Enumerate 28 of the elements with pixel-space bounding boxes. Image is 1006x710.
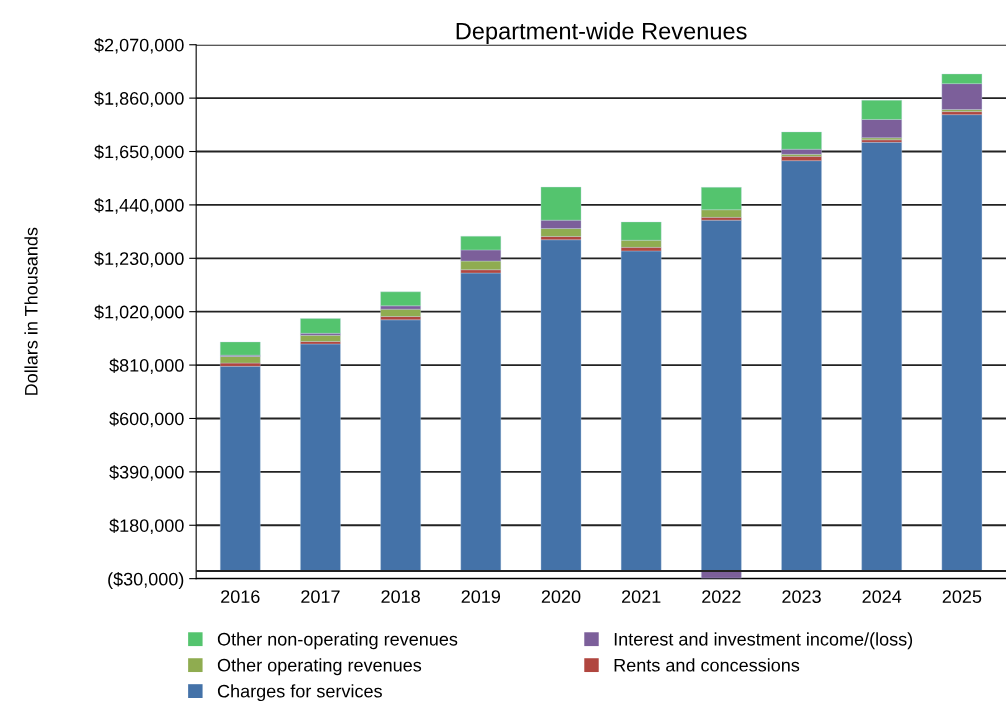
x-tick-label: 2022: [702, 590, 741, 604]
y-tick-label: $1,650,000: [94, 144, 184, 161]
legend-label: Other non-operating revenues: [217, 632, 458, 650]
y-tick-label: $1,020,000: [94, 304, 184, 321]
x-tick-label: 2018: [381, 590, 420, 604]
y-tick-label: $810,000: [109, 358, 184, 374]
x-tick-label: 2024: [862, 590, 902, 604]
chart-title: Department-wide Revenues: [456, 22, 747, 45]
x-tick-label: 2016: [221, 590, 260, 604]
legend-label: Other operating revenues: [217, 658, 422, 676]
y-tick-label: $1,230,000: [94, 251, 184, 268]
legend-label: Rents and concessions: [614, 658, 800, 672]
legend-label: Interest and investment income/(loss): [614, 632, 913, 650]
y-tick-label: $1,860,000: [94, 91, 184, 107]
x-tick-label: 2023: [782, 590, 821, 604]
y-axis-title: Dollars in Thousands: [24, 227, 38, 395]
legend-label: Charges for services: [217, 684, 382, 702]
x-tick-label: 2017: [301, 590, 340, 604]
x-tick-label: 2021: [622, 590, 661, 604]
x-tick-label: 2020: [541, 590, 581, 604]
y-tick-label: $600,000: [109, 411, 184, 428]
y-tick-label: $180,000: [109, 518, 184, 535]
y-tick-label: $390,000: [109, 465, 184, 481]
y-tick-label: $2,070,000: [94, 37, 184, 54]
x-tick-label: 2025: [942, 590, 982, 604]
y-tick-label: $1,440,000: [94, 198, 184, 214]
y-tick-label: ($30,000): [108, 571, 184, 590]
x-tick-label: 2019: [461, 590, 501, 604]
